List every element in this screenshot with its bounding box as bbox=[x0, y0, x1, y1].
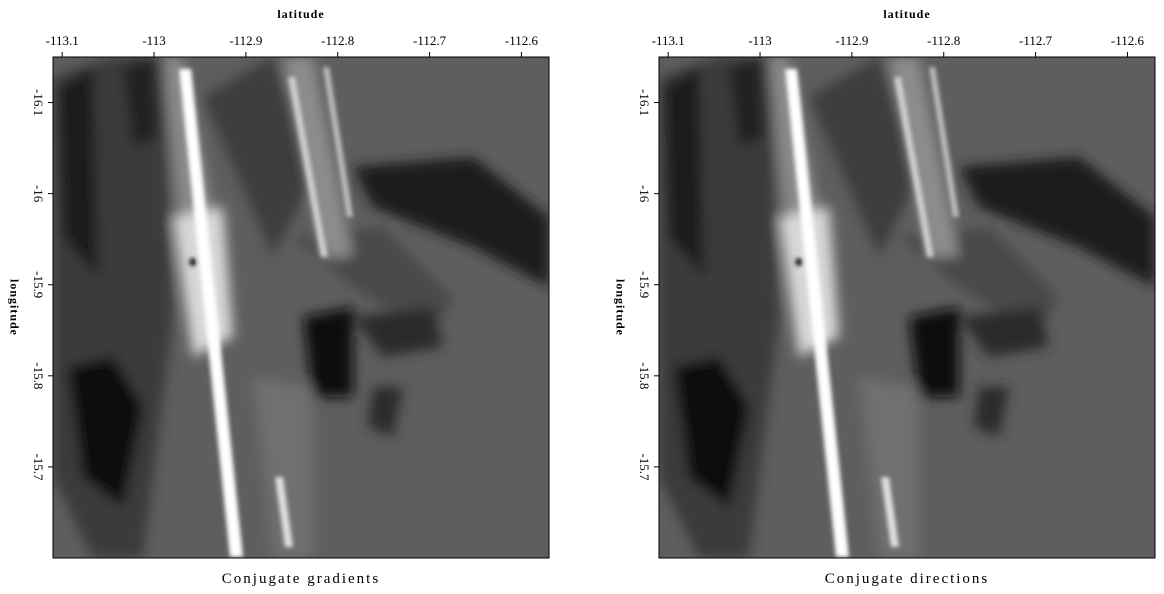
x-tick-label: -112.7 bbox=[1019, 33, 1053, 48]
x-tick-label: -112.9 bbox=[835, 33, 868, 48]
x-tick-label: -113.1 bbox=[46, 33, 79, 48]
x-tick-label: -113 bbox=[142, 33, 165, 48]
chart-title: Conjugate directions bbox=[825, 571, 990, 587]
y-axis-label: longitude bbox=[7, 279, 21, 336]
x-tick-label: -112.8 bbox=[321, 33, 354, 48]
x-tick-label: -112.6 bbox=[1111, 33, 1145, 48]
x-tick-label: -113 bbox=[748, 33, 771, 48]
figure: -113.1 -113 -112.9 -112.8 -112.7 -112.6 -16.1 -… bbox=[0, 0, 1164, 589]
y-tick-label: -15.8 bbox=[637, 362, 652, 389]
x-tick-label: -112.8 bbox=[927, 33, 960, 48]
y-tick-label: -15.9 bbox=[31, 271, 46, 298]
y-tick-label: -16.1 bbox=[637, 89, 652, 116]
y-tick-label: -16 bbox=[637, 185, 652, 203]
y-tick-label: -15.7 bbox=[31, 453, 46, 481]
y-tick-label: -16 bbox=[31, 185, 46, 203]
y-axis-label: longitude bbox=[613, 279, 627, 336]
y-tick-label: -15.9 bbox=[637, 271, 652, 298]
x-tick-label: -112.6 bbox=[505, 33, 539, 48]
y-tick-label: -16.1 bbox=[31, 89, 46, 116]
x-axis-label: latitude bbox=[883, 7, 930, 21]
image bbox=[53, 57, 549, 558]
image bbox=[659, 57, 1155, 558]
chart-title: Conjugate gradients bbox=[222, 571, 380, 587]
y-tick-label: -15.7 bbox=[637, 453, 652, 481]
x-tick-label: -113.1 bbox=[652, 33, 685, 48]
panel: -113.1 -113 -112.9 -112.8 -112.7 -112.6 -16.1 -… bbox=[613, 7, 1155, 587]
x-tick-label: -112.9 bbox=[229, 33, 262, 48]
y-tick-label: -15.8 bbox=[31, 362, 46, 389]
x-tick-label: -112.7 bbox=[413, 33, 447, 48]
x-axis-label: latitude bbox=[277, 7, 324, 21]
panel: -113.1 -113 -112.9 -112.8 -112.7 -112.6 -16.1 -… bbox=[7, 7, 549, 587]
